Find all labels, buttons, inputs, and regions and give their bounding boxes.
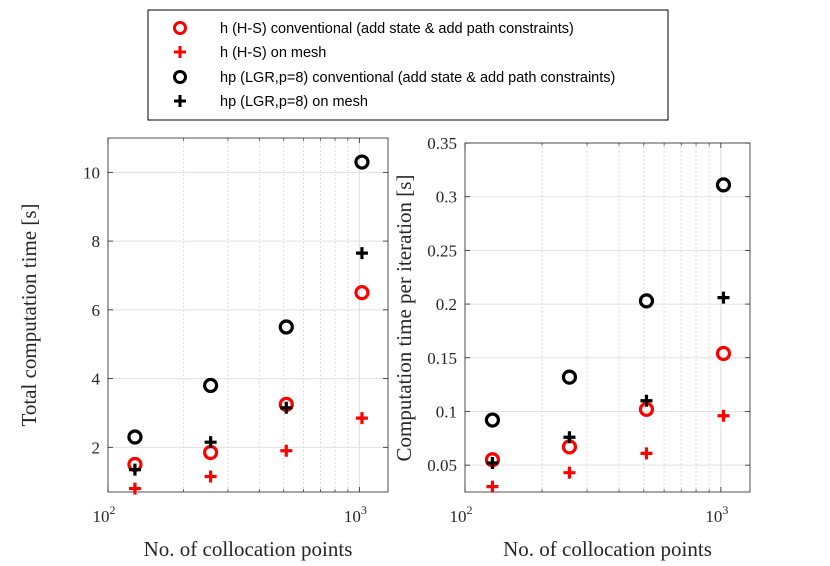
x-axis-label: No. of collocation points	[144, 537, 353, 561]
data-point-plus	[204, 470, 217, 483]
y-tick-label: 0.35	[427, 134, 457, 153]
data-point-circle	[354, 154, 370, 170]
chart-total-computation-time: 2 4 6 8 10 102 103 No. of collocation points Tot…	[17, 137, 389, 561]
x-tick-label: 102	[93, 503, 116, 526]
y-tick-label: 0.15	[427, 349, 457, 368]
series-2	[127, 154, 370, 445]
legend-box	[147, 9, 669, 121]
data-point-plus	[563, 466, 576, 479]
data-point-circle	[561, 369, 578, 385]
grid	[464, 142, 750, 492]
legend-marker-red-circle	[173, 21, 187, 35]
data-point-plus	[128, 463, 141, 476]
data-point-plus	[355, 412, 368, 425]
y-tick-label: 2	[92, 438, 101, 457]
data-point-plus	[486, 457, 499, 470]
series-3	[128, 247, 368, 476]
y-tick-label: 8	[92, 232, 101, 251]
series-1	[128, 412, 368, 495]
y-tick-label: 0.3	[436, 188, 457, 207]
grid	[107, 138, 388, 492]
data-point-circle	[715, 345, 732, 362]
x-tick-label: 103	[344, 503, 367, 526]
data-point-circle	[638, 293, 655, 309]
legend: h (H-S) conventional (add state & add pa…	[147, 9, 669, 121]
legend-entry-h-conventional: h (H-S) conventional (add state & add pa…	[173, 21, 574, 37]
data-point-circle	[484, 412, 501, 428]
legend-label: hp (LGR,p=8) conventional (add state & a…	[220, 70, 615, 86]
data-point-plus	[717, 409, 730, 422]
plot-area-frame	[464, 142, 751, 493]
data-point-plus	[355, 247, 368, 260]
y-tick-label: 0.2	[436, 295, 457, 314]
legend-entry-hp-conventional: hp (LGR,p=8) conventional (add state & a…	[173, 70, 615, 86]
data-point-circle	[715, 177, 732, 193]
chart-computation-time-per-iteration: 0.05 0.1 0.15 0.2 0.25 0.3 0.35 102 103 No. of co…	[392, 134, 751, 561]
legend-label: h (H-S) on mesh	[220, 45, 326, 61]
data-point-plus	[486, 480, 499, 493]
y-tick-label: 0.05	[427, 456, 457, 475]
data-point-circle	[203, 444, 219, 461]
ticks: 0.05 0.1 0.15 0.2 0.25 0.3 0.35 102 103	[427, 134, 750, 526]
legend-entry-h-mesh: h (H-S) on mesh	[174, 45, 326, 61]
y-tick-label: 0.25	[427, 241, 457, 260]
y-tick-label: 6	[92, 301, 101, 320]
y-axis-label: Computation time per iteration [s]	[392, 175, 416, 462]
data-point-circle	[127, 429, 143, 445]
data-point-plus	[640, 394, 653, 407]
legend-label: hp (LGR,p=8) on mesh	[220, 94, 368, 110]
x-tick-label: 103	[705, 503, 728, 526]
data-point-plus	[717, 291, 730, 304]
y-axis-label: Total computation time [s]	[17, 203, 41, 426]
data-point-plus	[204, 436, 217, 449]
x-tick-label: 102	[450, 503, 473, 526]
legend-marker-black-circle	[173, 70, 187, 84]
data-point-plus	[640, 447, 653, 460]
data-point-plus	[128, 482, 141, 495]
plot-area-frame	[107, 137, 389, 493]
legend-label: h (H-S) conventional (add state & add pa…	[220, 21, 574, 37]
series-3	[486, 291, 730, 470]
series-1	[486, 409, 730, 493]
data-point-plus	[280, 444, 293, 457]
x-axis-label: No. of collocation points	[503, 537, 712, 561]
series-2	[484, 177, 732, 428]
y-tick-label: 10	[83, 163, 100, 182]
y-tick-label: 4	[92, 370, 101, 389]
data-point-circle	[354, 285, 370, 301]
legend-marker-black-plus	[174, 95, 186, 107]
y-tick-label: 0.1	[436, 402, 457, 421]
series-0	[484, 345, 732, 468]
data-point-circle	[278, 319, 294, 335]
data-point-plus	[280, 401, 293, 414]
legend-marker-red-plus	[174, 46, 186, 58]
legend-entry-hp-mesh: hp (LGR,p=8) on mesh	[174, 94, 368, 110]
data-point-circle	[203, 377, 219, 394]
data-point-plus	[563, 431, 576, 444]
